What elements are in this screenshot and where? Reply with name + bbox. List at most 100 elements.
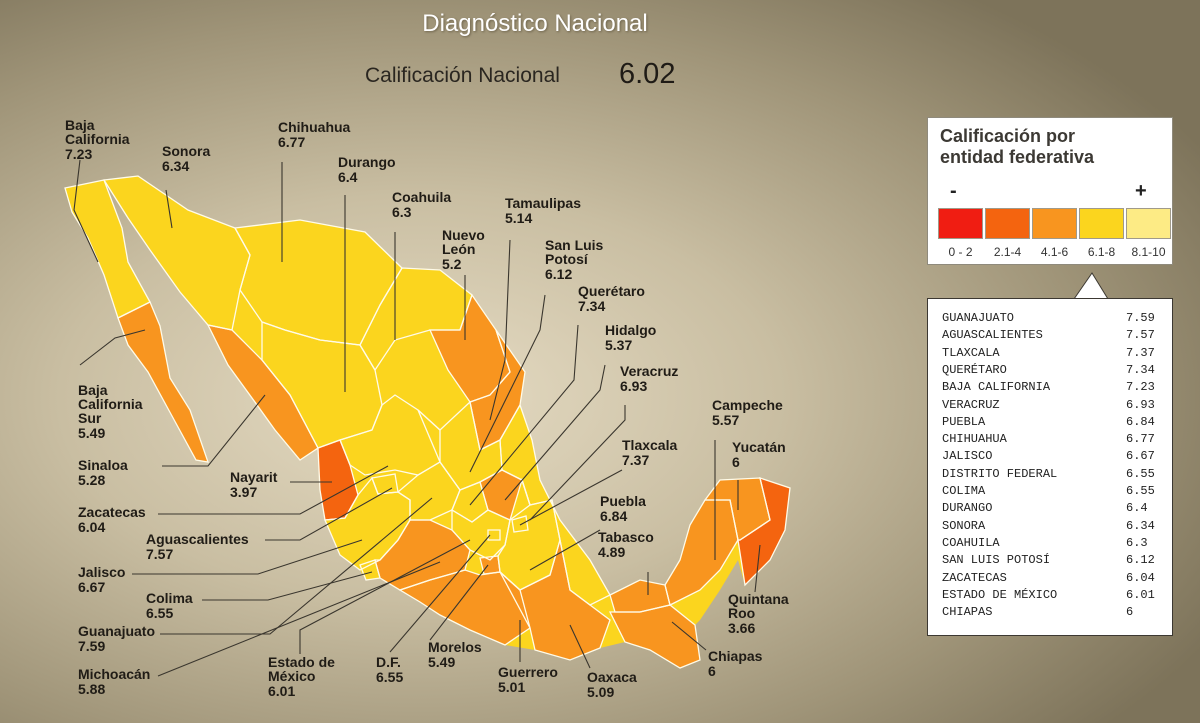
leader-line-san-luis-potosi [469,294,546,473]
state-queretaro[interactable] [452,482,488,522]
ranking-state-value: 6.34 [1126,518,1155,533]
leader-line-baja-california-sur [79,329,146,366]
state-label-value: 6 [732,454,740,470]
state-label-name: Puebla [600,493,646,509]
state-sinaloa[interactable] [208,325,318,460]
state-estado-de-mexico[interactable] [452,510,510,560]
state-borders [64,175,791,669]
legend-title: Calificación por entidad federativa [940,126,1094,168]
state-puebla[interactable] [498,480,560,590]
state-aguascalientes[interactable] [372,474,398,494]
ranking-state-name: SAN LUIS POTOSÍ [942,553,1051,568]
leader-line-tamaulipas [489,239,511,421]
state-colima[interactable] [360,560,380,580]
national-score-value: 6.02 [619,58,676,90]
ranking-row: DISTRITO FEDERAL 6.55 [942,467,1162,484]
ranking-state-name: ESTADO DE MÉXICO [942,587,1058,602]
state-chiapas[interactable] [610,605,700,668]
state-label-value: 5.28 [78,472,105,488]
ranking-state-value: 6.3 [1126,535,1148,550]
state-label-value: 4.89 [598,544,625,560]
national-score-label: Calificación Nacional [365,64,560,87]
state-label-name: Michoacán [78,666,150,682]
leader-line-morelos [429,564,489,641]
state-sonora[interactable] [104,176,250,330]
legend-title-line1: Calificación por [940,126,1076,146]
ranking-row: CHIAPAS 6 [942,605,1162,622]
state-border-zacatecas [339,394,441,476]
state-label-estado-de-mexico: Estado de México 6.01 [268,654,335,699]
state-label-d-f: D.F. 6.55 [376,654,403,685]
state-label-value: 6.84 [600,508,627,524]
state-quintana-roo[interactable] [738,478,790,585]
state-san-luis-potosi[interactable] [418,402,502,490]
state-zacatecas[interactable] [340,395,440,475]
state-label-name: Chiapas [708,648,763,664]
state-chihuahua[interactable] [235,220,402,345]
ranking-state-name: PUEBLA [942,414,986,429]
state-guerrero[interactable] [400,570,530,645]
state-guanajuato[interactable] [398,462,460,520]
ranking-state-name: JALISCO [942,449,993,464]
legend-range-label: 8.1-10 [1131,245,1166,259]
ranking-state-name: DURANGO [942,501,993,516]
state-label-name: Durango [338,154,396,170]
state-label-hidalgo: Hidalgo 5.37 [605,322,656,353]
state-label-yucatan: Yucatán 6 [732,439,786,470]
state-border-chiapas [608,604,701,669]
state-baja-california[interactable] [65,180,150,318]
state-label-name: Tamaulipas [505,195,581,211]
state-d-f[interactable] [488,530,500,540]
ranking-state-value: 7.23 [1126,380,1155,395]
ranking-row: TLAXCALA 7.37 [942,346,1162,363]
state-label-name: Yucatán [732,439,786,455]
state-label-coahuila: Coahuila 6.3 [392,189,451,220]
state-label-tlaxcala: Tlaxcala 7.37 [622,437,677,468]
state-label-value: 5.49 [428,654,455,670]
ranking-row: JALISCO 6.67 [942,449,1162,466]
legend-minus-sign: - [950,180,957,202]
ranking-state-name: SONORA [942,518,986,533]
state-label-name: Baja [78,382,108,398]
state-label-campeche: Campeche 5.57 [712,397,783,428]
state-label-name: Chihuahua [278,119,351,135]
state-label-quintana-roo: Quintana Roo 3.66 [728,591,789,636]
leader-line-aguascalientes [265,487,393,541]
state-label-name: León [442,241,475,257]
ranking-state-name: COLIMA [942,484,986,498]
ranking-row: BAJA CALIFORNIA 7.23 [942,380,1162,397]
state-label-value: 5.49 [78,425,105,441]
state-coahuila[interactable] [360,268,472,370]
state-label-name: Sur [78,410,102,426]
ranking-state-value: 7.34 [1126,362,1155,377]
state-label-value: 6.01 [268,683,295,699]
legend-swatch-2-4 [985,208,1030,239]
state-label-name: Sinaloa [78,457,128,473]
ranking-state-value: 6.01 [1126,587,1155,602]
state-label-tabasco: Tabasco 4.89 [598,529,654,560]
ranking-state-value: 7.57 [1126,328,1155,343]
state-label-value: 7.57 [146,546,173,562]
state-durango[interactable] [262,322,382,448]
state-label-value: 6.4 [338,169,358,185]
state-baja-california-sur[interactable] [118,302,208,462]
state-campeche[interactable] [665,500,738,605]
state-label-value: 6.12 [545,266,572,282]
state-oaxaca[interactable] [500,540,610,660]
state-label-value: 3.66 [728,620,755,636]
ranking-state-value: 7.37 [1126,345,1155,360]
state-label-name: Veracruz [620,363,678,379]
state-label-value: 5.37 [605,337,632,353]
state-jalisco[interactable] [325,478,410,570]
ranking-row: GUANAJUATO 7.59 [942,311,1162,328]
state-label-value: 5.14 [505,210,532,226]
leader-line-queretaro [469,324,579,506]
state-label-value: 6.55 [146,605,173,621]
state-label-name: Jalisco [78,564,125,580]
legend-range-label: 2.1-4 [993,245,1022,259]
state-veracruz[interactable] [500,405,610,605]
ranking-row: PUEBLA 6.84 [942,415,1162,432]
state-michoacan[interactable] [375,520,470,590]
state-label-name: Hidalgo [605,322,656,338]
